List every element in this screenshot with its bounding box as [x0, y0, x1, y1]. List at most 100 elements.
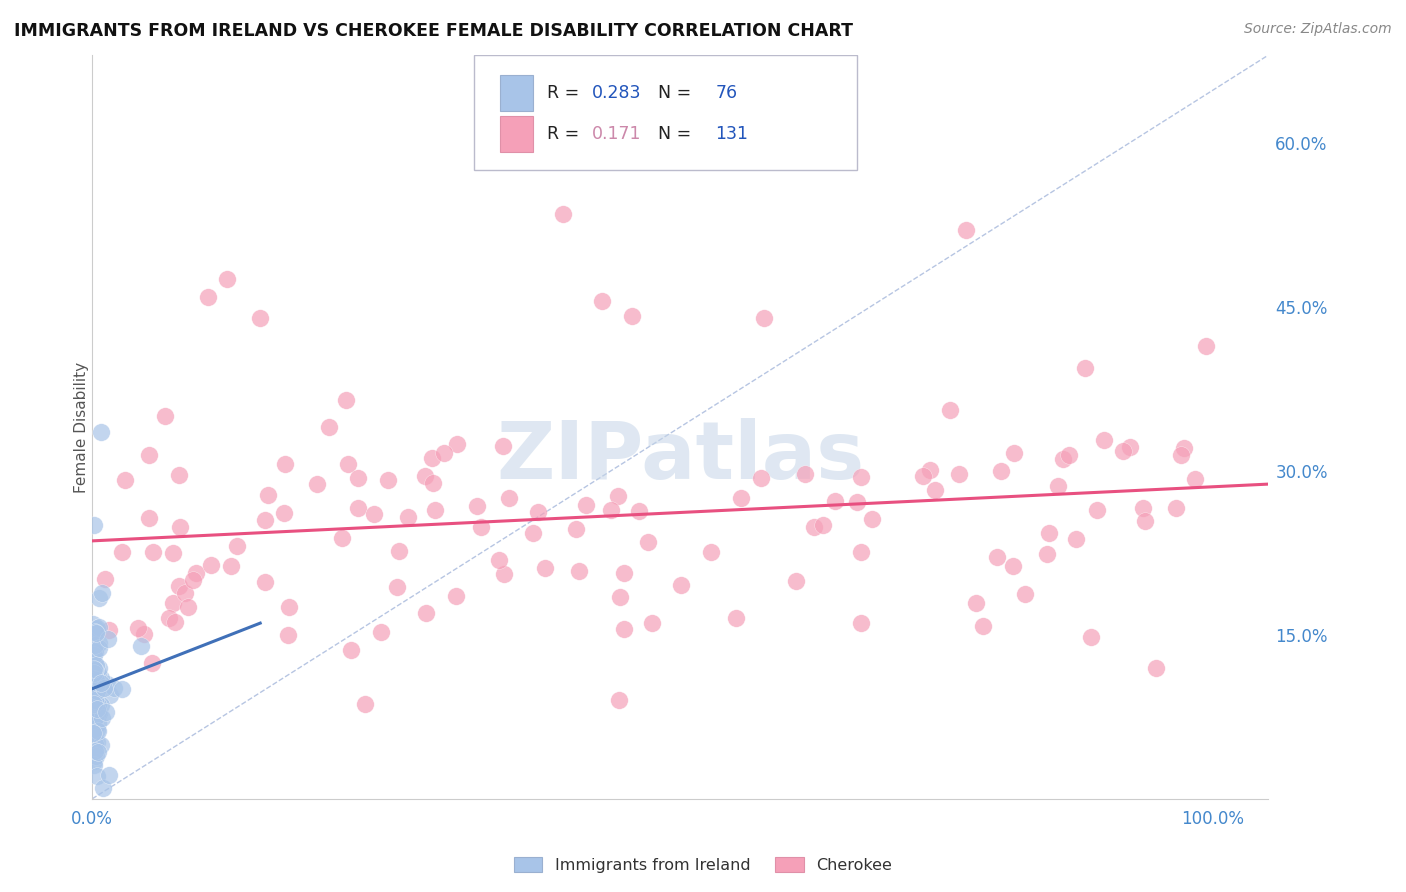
- Point: [851, 545, 873, 559]
- Point: [1047, 479, 1070, 493]
- Point: [849, 615, 872, 630]
- Point: [551, 207, 574, 221]
- Point: [470, 519, 492, 533]
- Point: [87, 676, 110, 690]
- Point: [83, 754, 105, 768]
- Point: [990, 464, 1012, 478]
- Point: [1074, 361, 1097, 376]
- Point: [1066, 533, 1088, 547]
- Point: [87, 636, 110, 650]
- Point: [186, 566, 208, 581]
- Point: [93, 780, 115, 795]
- Point: [98, 624, 121, 638]
- Point: [83, 702, 105, 716]
- Point: [527, 504, 550, 518]
- Point: [609, 591, 631, 605]
- Point: [354, 698, 377, 712]
- Point: [84, 673, 107, 687]
- Point: [177, 600, 200, 615]
- Point: [567, 564, 589, 578]
- Point: [274, 457, 297, 471]
- Point: [620, 309, 643, 323]
- Point: [1119, 440, 1142, 454]
- Point: [86, 702, 108, 716]
- Point: [86, 723, 108, 737]
- FancyBboxPatch shape: [501, 116, 533, 152]
- Point: [318, 420, 340, 434]
- Text: N =: N =: [647, 84, 697, 102]
- Point: [83, 693, 105, 707]
- Point: [444, 589, 467, 603]
- Point: [84, 663, 107, 677]
- Point: [94, 573, 117, 587]
- Point: [948, 467, 970, 481]
- Point: [724, 611, 747, 625]
- Point: [98, 688, 121, 702]
- Point: [387, 580, 409, 594]
- Point: [754, 310, 776, 325]
- Point: [84, 737, 107, 751]
- Point: [162, 596, 184, 610]
- Point: [225, 539, 247, 553]
- Point: [498, 491, 520, 505]
- Point: [1004, 446, 1026, 460]
- Point: [785, 574, 807, 589]
- Point: [363, 507, 385, 521]
- Point: [134, 627, 156, 641]
- Point: [1035, 547, 1057, 561]
- Point: [84, 704, 107, 718]
- Point: [129, 639, 152, 653]
- Point: [84, 721, 107, 735]
- Point: [83, 698, 105, 713]
- Point: [87, 745, 110, 759]
- Point: [415, 606, 437, 620]
- Point: [90, 738, 112, 752]
- Point: [86, 769, 108, 783]
- Point: [84, 744, 107, 758]
- Point: [200, 558, 222, 573]
- Point: [425, 503, 447, 517]
- Point: [277, 628, 299, 642]
- Point: [111, 544, 134, 558]
- Point: [492, 439, 515, 453]
- Point: [911, 469, 934, 483]
- Point: [337, 458, 360, 472]
- Point: [114, 473, 136, 487]
- Point: [83, 713, 105, 727]
- Point: [422, 475, 444, 490]
- Text: 0.283: 0.283: [592, 84, 641, 102]
- Point: [613, 622, 636, 636]
- Point: [157, 611, 180, 625]
- Point: [565, 522, 588, 536]
- Point: [803, 520, 825, 534]
- Point: [89, 698, 111, 712]
- Point: [86, 735, 108, 749]
- Point: [89, 591, 111, 606]
- Point: [181, 573, 204, 587]
- Point: [627, 504, 650, 518]
- Point: [591, 294, 613, 309]
- Point: [700, 545, 723, 559]
- Point: [1080, 630, 1102, 644]
- Point: [90, 676, 112, 690]
- Point: [955, 223, 977, 237]
- Text: N =: N =: [647, 125, 697, 143]
- Point: [83, 645, 105, 659]
- Point: [87, 706, 110, 720]
- Point: [89, 706, 111, 721]
- Point: [86, 658, 108, 673]
- Point: [83, 679, 105, 693]
- Text: 76: 76: [716, 84, 738, 102]
- Point: [83, 648, 105, 662]
- Point: [1173, 441, 1195, 455]
- Point: [254, 575, 277, 590]
- Point: [90, 671, 112, 685]
- Point: [84, 672, 107, 686]
- Point: [972, 619, 994, 633]
- Point: [162, 546, 184, 560]
- Point: [103, 681, 125, 695]
- Text: 0.171: 0.171: [592, 125, 641, 143]
- Point: [575, 498, 598, 512]
- Point: [87, 620, 110, 634]
- Point: [824, 493, 846, 508]
